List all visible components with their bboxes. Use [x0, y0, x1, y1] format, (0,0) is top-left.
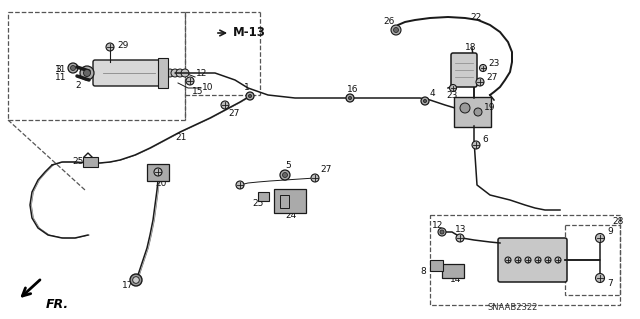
Text: 11: 11 — [55, 64, 67, 73]
Circle shape — [346, 94, 354, 102]
Text: 23: 23 — [446, 91, 458, 100]
Circle shape — [348, 96, 351, 100]
Circle shape — [449, 85, 456, 92]
Circle shape — [130, 274, 142, 286]
Text: 17: 17 — [122, 281, 134, 291]
FancyBboxPatch shape — [429, 259, 442, 271]
FancyBboxPatch shape — [257, 191, 269, 201]
Text: 27: 27 — [228, 109, 239, 118]
Circle shape — [132, 277, 140, 283]
FancyBboxPatch shape — [498, 238, 567, 282]
Text: 9: 9 — [607, 227, 612, 236]
Circle shape — [181, 69, 189, 77]
Text: 12: 12 — [196, 69, 207, 78]
Circle shape — [472, 141, 480, 149]
Circle shape — [394, 27, 399, 33]
Circle shape — [421, 97, 429, 105]
Text: 21: 21 — [175, 133, 186, 143]
Circle shape — [70, 65, 76, 70]
Circle shape — [595, 273, 605, 283]
Text: 1: 1 — [244, 83, 250, 92]
Circle shape — [476, 78, 484, 86]
Text: 10: 10 — [202, 84, 214, 93]
Circle shape — [505, 257, 511, 263]
Circle shape — [68, 63, 78, 73]
Text: 2: 2 — [75, 80, 81, 90]
Circle shape — [246, 92, 254, 100]
Circle shape — [525, 257, 531, 263]
Circle shape — [545, 257, 551, 263]
Circle shape — [248, 94, 252, 98]
Circle shape — [282, 173, 287, 177]
Circle shape — [440, 230, 444, 234]
FancyBboxPatch shape — [454, 97, 491, 127]
Text: 20: 20 — [155, 179, 166, 188]
Text: 27: 27 — [320, 166, 332, 174]
Text: 6: 6 — [482, 136, 488, 145]
Circle shape — [161, 69, 169, 77]
Circle shape — [280, 170, 290, 180]
Circle shape — [424, 100, 427, 103]
Bar — [158, 58, 168, 88]
Text: 4: 4 — [430, 88, 436, 98]
Text: 23: 23 — [488, 58, 499, 68]
Text: 14: 14 — [450, 276, 461, 285]
Circle shape — [166, 69, 174, 77]
Text: 12: 12 — [432, 220, 444, 229]
FancyBboxPatch shape — [93, 60, 162, 86]
Circle shape — [83, 70, 90, 77]
Text: 11: 11 — [55, 73, 67, 83]
Text: 25: 25 — [252, 199, 264, 209]
Text: 22: 22 — [470, 13, 481, 23]
Text: 15: 15 — [192, 86, 204, 95]
FancyBboxPatch shape — [274, 189, 306, 213]
Text: 24: 24 — [285, 211, 296, 219]
Circle shape — [171, 69, 179, 77]
FancyBboxPatch shape — [451, 53, 477, 87]
Text: 16: 16 — [347, 85, 358, 93]
Text: 25: 25 — [72, 158, 83, 167]
Circle shape — [106, 43, 114, 51]
Text: 13: 13 — [455, 225, 467, 234]
Text: 8: 8 — [420, 268, 426, 277]
Circle shape — [80, 66, 94, 80]
Circle shape — [438, 228, 446, 236]
Text: M-13: M-13 — [233, 26, 266, 40]
Circle shape — [555, 257, 561, 263]
Text: 27: 27 — [486, 73, 497, 83]
Circle shape — [391, 25, 401, 35]
Circle shape — [176, 69, 184, 77]
Circle shape — [236, 181, 244, 189]
Circle shape — [221, 101, 229, 109]
Text: 26: 26 — [383, 18, 394, 26]
Circle shape — [456, 234, 464, 242]
Text: 19: 19 — [484, 103, 495, 113]
FancyBboxPatch shape — [147, 164, 169, 181]
Circle shape — [515, 257, 521, 263]
Text: 28: 28 — [612, 218, 623, 226]
FancyBboxPatch shape — [442, 264, 464, 278]
Bar — [430, 215, 620, 305]
Text: SNAAB2322: SNAAB2322 — [488, 302, 538, 311]
Text: FR.: FR. — [46, 299, 69, 311]
FancyBboxPatch shape — [83, 157, 97, 167]
Text: 5: 5 — [285, 160, 291, 169]
Circle shape — [460, 103, 470, 113]
Circle shape — [154, 168, 162, 176]
Circle shape — [186, 77, 194, 85]
Circle shape — [479, 64, 486, 71]
Circle shape — [474, 108, 482, 116]
Text: 29: 29 — [117, 41, 129, 50]
Bar — [565, 225, 620, 295]
Text: 7: 7 — [607, 279, 612, 288]
Text: 18: 18 — [465, 42, 477, 51]
Text: 3: 3 — [55, 65, 61, 75]
Circle shape — [595, 234, 605, 242]
Circle shape — [311, 174, 319, 182]
Circle shape — [535, 257, 541, 263]
